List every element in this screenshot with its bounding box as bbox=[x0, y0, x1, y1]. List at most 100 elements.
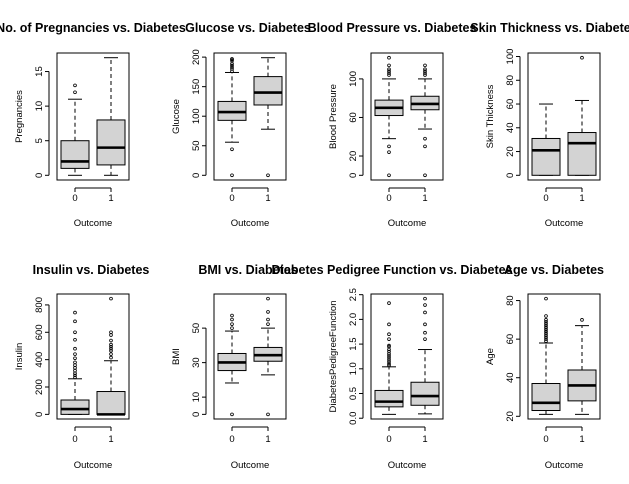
chart-3-x-tick-label: 1 bbox=[579, 193, 584, 204]
chart-6-outlier bbox=[423, 303, 427, 307]
chart-1-box-1 bbox=[253, 57, 283, 178]
chart-1-y-tick-label: 150 bbox=[191, 79, 202, 95]
chart-1-panel: Glucose vs. Diabetes Outcome Glucose 0 50 100… bbox=[171, 21, 311, 229]
chart-6-box-1 bbox=[410, 296, 440, 415]
chart-1-outlier bbox=[230, 173, 234, 178]
chart-7-outlier bbox=[544, 314, 548, 318]
chart-0-frame bbox=[56, 52, 130, 181]
chart-6-outlier bbox=[387, 358, 391, 362]
chart-2-y-tick-label: 20 bbox=[348, 151, 359, 162]
chart-1-x-tick-label: 0 bbox=[229, 193, 234, 204]
chart-0-ylabel: Pregnancies bbox=[14, 90, 25, 143]
chart-0-outlier bbox=[73, 83, 77, 88]
chart-6-xlabel: Outcome bbox=[388, 460, 427, 471]
chart-2-y-tick-label: 100 bbox=[348, 71, 359, 87]
chart-1-ylabel: Glucose bbox=[171, 99, 182, 134]
chart-6-outlier bbox=[387, 343, 391, 348]
chart-3-y-tick-label: 0 bbox=[505, 173, 516, 178]
chart-0-xlabel: Outcome bbox=[74, 218, 113, 229]
chart-7-outlier bbox=[544, 333, 548, 338]
chart-5-y-tick-label: 30 bbox=[191, 357, 202, 368]
chart-3-y-tick-label: 100 bbox=[505, 49, 516, 65]
chart-2-ylabel: Blood Pressure bbox=[328, 84, 339, 149]
chart-6-outlier bbox=[423, 310, 427, 315]
chart-2-outlier bbox=[423, 67, 427, 72]
chart-1-iqr-box bbox=[253, 76, 283, 106]
chart-7-panel: Age vs. Diabetes Outcome Age 20 40 60 80 0 1 bbox=[485, 263, 604, 471]
chart-6-iqr-box bbox=[410, 381, 440, 406]
chart-7-outlier bbox=[544, 325, 548, 330]
chart-4-outlier bbox=[109, 352, 113, 356]
chart-7-outlier bbox=[544, 321, 548, 326]
chart-2-outlier bbox=[423, 73, 427, 77]
chart-7-outlier bbox=[544, 331, 548, 336]
chart-4-outlier bbox=[73, 352, 77, 356]
chart-5-box-0 bbox=[217, 313, 247, 417]
chart-7-box-1 bbox=[567, 318, 597, 415]
chart-2-outlier bbox=[387, 67, 391, 72]
chart-7-outlier bbox=[544, 318, 548, 322]
chart-5-outlier bbox=[230, 412, 234, 417]
chart-6-outlier bbox=[387, 360, 391, 364]
chart-1-y-tick-label: 50 bbox=[191, 140, 202, 151]
chart-3-panel: Skin Thickness vs. Diabetes Outcome Skin T… bbox=[470, 21, 629, 229]
chart-1-frame bbox=[213, 52, 287, 181]
chart-4-y-tick-label: 800 bbox=[34, 297, 45, 313]
chart-7-xlabel: Outcome bbox=[545, 460, 584, 471]
chart-3-box-0 bbox=[531, 103, 561, 176]
chart-2-outlier bbox=[387, 73, 391, 77]
chart-6-ylabel: DiabetesPedigreeFunction bbox=[328, 301, 339, 413]
chart-4-outlier bbox=[73, 338, 77, 342]
chart-4-iqr-box bbox=[96, 391, 126, 415]
chart-5-outlier bbox=[266, 296, 270, 301]
chart-7-frame bbox=[527, 293, 601, 420]
chart-6-outlier bbox=[387, 301, 391, 305]
chart-7-y-tick-label: 20 bbox=[505, 411, 516, 422]
chart-6-y-tick-label: 1.0 bbox=[348, 362, 359, 375]
chart-5-outlier bbox=[230, 317, 234, 322]
chart-1-y-tick-label: 0 bbox=[191, 173, 202, 178]
chart-3-frame bbox=[527, 52, 601, 181]
chart-5-outlier bbox=[230, 322, 234, 326]
chart-7-outlier bbox=[544, 339, 548, 343]
chart-4-outlier bbox=[73, 330, 77, 335]
chart-4-outlier bbox=[73, 356, 77, 361]
chart-6-outlier bbox=[387, 337, 391, 341]
chart-2-outlier bbox=[423, 71, 427, 75]
chart-4-outlier bbox=[109, 344, 113, 349]
chart-4-outlier bbox=[73, 319, 77, 324]
chart-2-y-tick-label: 0 bbox=[348, 173, 359, 178]
chart-5-frame bbox=[213, 293, 287, 420]
chart-4-box-1 bbox=[96, 296, 126, 416]
chart-0-y-tick-label: 5 bbox=[34, 138, 45, 143]
chart-2-y-tick-label: 60 bbox=[348, 112, 359, 123]
chart-5-y-tick-label: 10 bbox=[191, 392, 202, 403]
chart-7-x-tick-label: 0 bbox=[543, 434, 548, 445]
chart-0-title: No. of Pregnancies vs. Diabetes bbox=[0, 21, 186, 35]
chart-0-x-tick-label: 1 bbox=[108, 193, 113, 204]
chart-2-panel: Blood Pressure vs. Diabetes Outcome Blood … bbox=[308, 21, 477, 229]
chart-7-ylabel: Age bbox=[485, 348, 496, 365]
chart-2-x-tick-label: 0 bbox=[386, 193, 391, 204]
chart-7-y-tick-label: 80 bbox=[505, 295, 516, 306]
chart-3-title: Skin Thickness vs. Diabetes bbox=[470, 21, 629, 35]
chart-2-outlier bbox=[387, 55, 391, 60]
chart-3-y-tick-label: 60 bbox=[505, 99, 516, 110]
chart-4-iqr-box bbox=[60, 399, 90, 415]
chart-4-outlier bbox=[109, 330, 113, 335]
chart-6-title: Diabetes Pedigree Function vs. Diabetes bbox=[271, 263, 512, 277]
chart-5-panel: BMI vs. Diabetes Outcome BMI 0 10 30 50 0 1 bbox=[171, 263, 298, 471]
chart-6-outlier bbox=[387, 363, 391, 368]
chart-6-x-tick-label: 0 bbox=[386, 434, 391, 445]
chart-7-outlier bbox=[544, 323, 548, 328]
chart-3-iqr-box bbox=[531, 137, 561, 176]
chart-3-x-tick-label: 0 bbox=[543, 193, 548, 204]
chart-4-y-tick-label: 200 bbox=[34, 379, 45, 395]
chart-7-outlier bbox=[580, 318, 584, 322]
chart-0-box-1 bbox=[96, 57, 126, 176]
chart-4-box-0 bbox=[60, 310, 90, 415]
chart-2-outlier bbox=[423, 136, 427, 141]
chart-0-y-tick-label: 15 bbox=[34, 66, 45, 77]
chart-6-panel: Diabetes Pedigree Function vs. Diabetes O… bbox=[271, 263, 512, 471]
chart-2-box-1 bbox=[410, 63, 440, 178]
